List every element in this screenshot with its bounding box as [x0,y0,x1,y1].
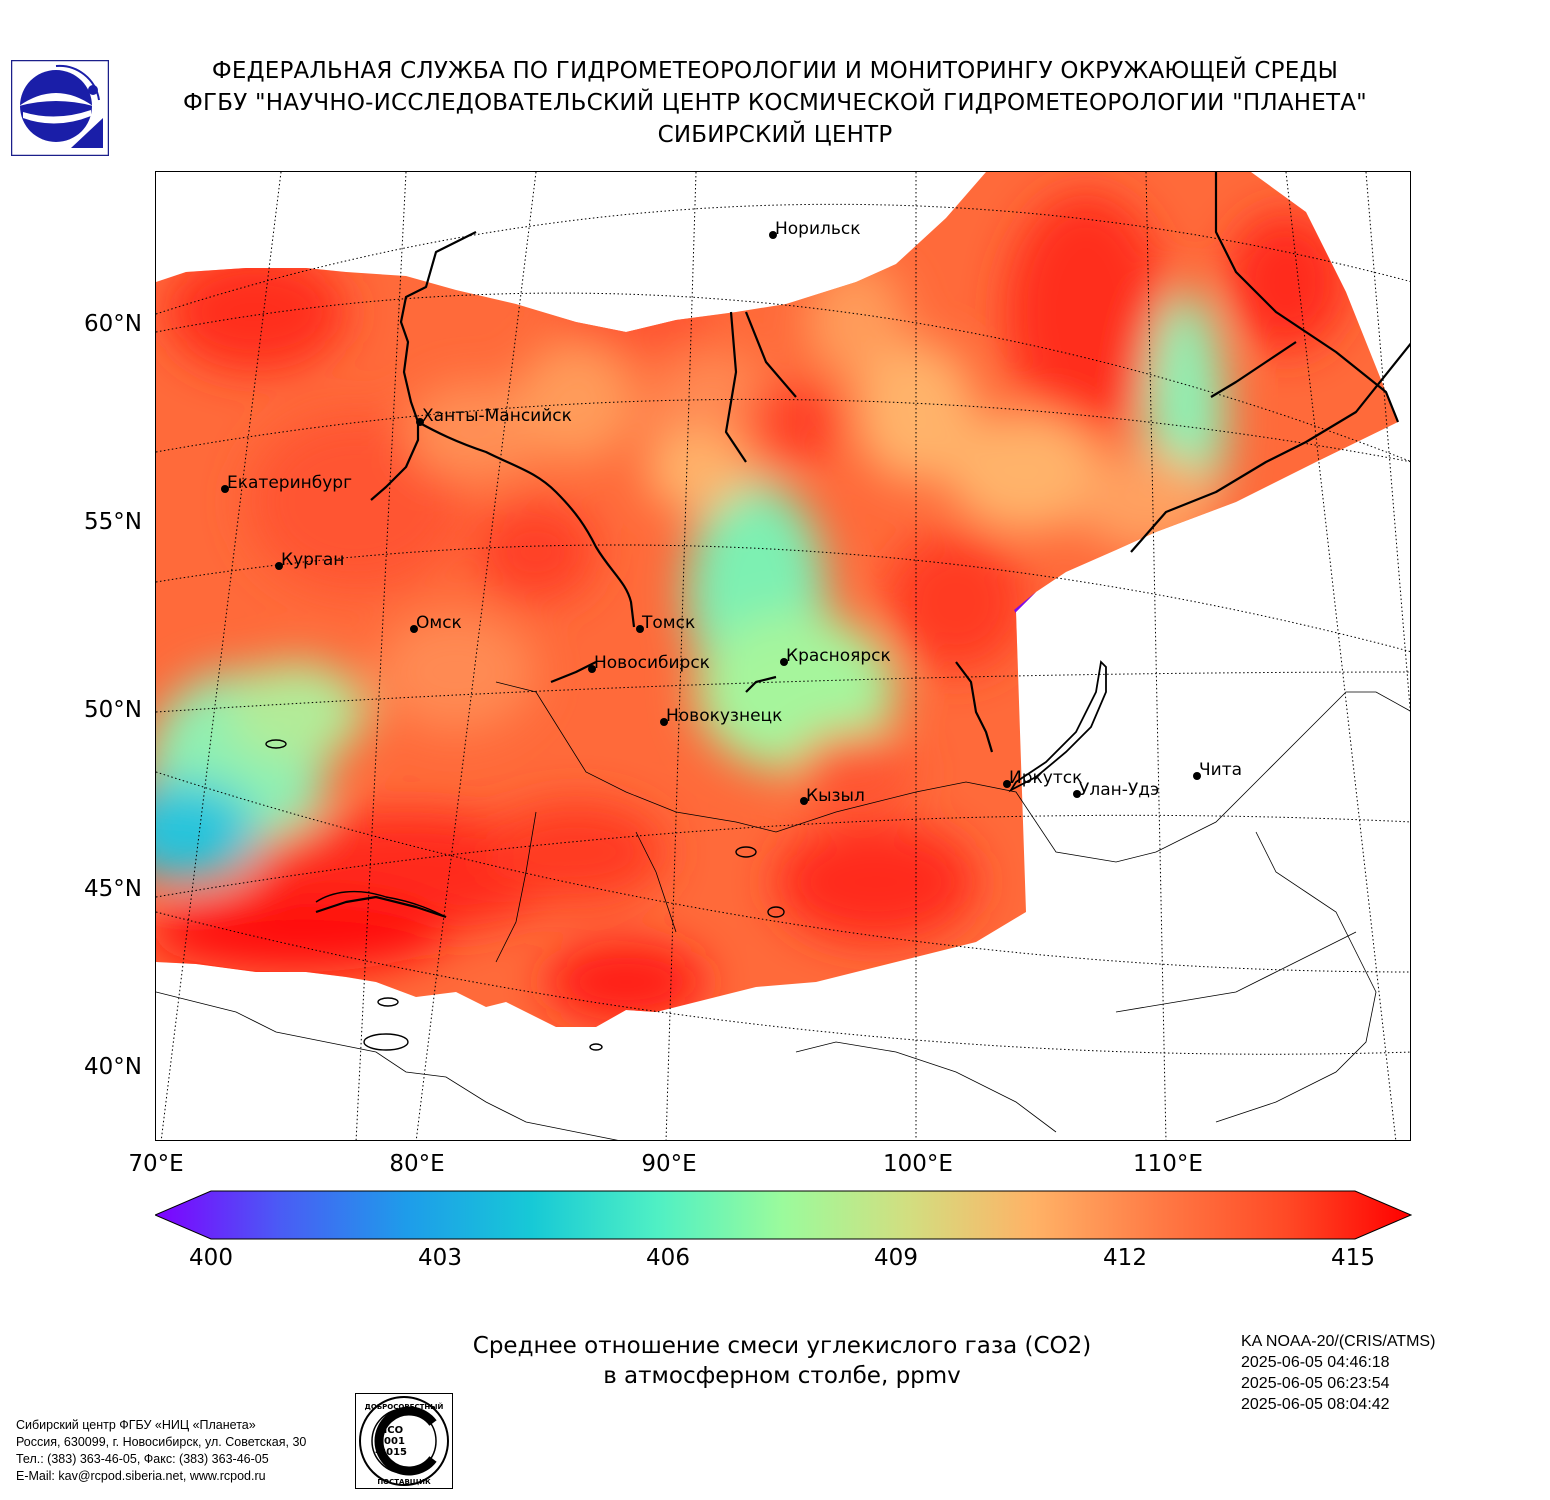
address-line-2: Россия, 630099, г. Новосибирск, ул. Сове… [16,1435,307,1449]
colorbar [153,1190,1413,1246]
city-marker-ekb [221,485,229,493]
colorbar-tick-400: 400 [189,1245,233,1271]
city-marker-tomsk [636,625,644,633]
co2-map: Норильск Ханты-Мансийск Екатеринбург Кур… [155,171,1411,1141]
city-marker-kyzyl [800,797,808,805]
city-label-kurgan: Курган [281,550,345,570]
city-marker-krasnoyarsk [780,658,788,666]
city-label-norilsk: Норильск [775,219,861,239]
address-line-4: E-Mail: kav@rcpod.siberia.net, www.rcpod… [16,1469,266,1483]
lat-label-45: 45°N [84,876,142,902]
colorbar-tick-412: 412 [1103,1245,1147,1271]
rivers [315,172,1410,919]
caption-line-2: в атмосферном столбе, ppmv [603,1363,961,1389]
city-marker-irkutsk [1003,780,1011,788]
lat-label-60: 60°N [84,311,142,337]
city-label-novokuznetsk: Новокузнецк [666,706,783,726]
header-line-3: СИБИРСКИЙ ЦЕНТР [657,122,893,148]
roshydromet-logo-icon [10,59,110,157]
lon-label-70: 70°E [128,1151,184,1177]
caption-line-1: Среднее отношение смеси углекислого газа… [472,1333,1092,1359]
city-marker-ulanude [1073,790,1081,798]
city-marker-omsk [410,625,418,633]
header-line-2: ФГБУ "НАУЧНО-ИССЛЕДОВАТЕЛЬСКИЙ ЦЕНТР КОС… [183,90,1367,116]
lon-label-80: 80°E [389,1151,445,1177]
city-markers [221,231,1201,805]
colorbar-tick-409: 409 [874,1245,918,1271]
city-label-khanty-mansiysk: Ханты-Мансийск [422,406,572,426]
colorbar-tick-403: 403 [418,1245,462,1271]
city-label-chita: Чита [1199,760,1243,780]
address-line-3: Тел.: (383) 363-46-05, Факс: (383) 363-4… [16,1452,269,1466]
graticule [156,172,1410,1140]
co2-field [156,172,1398,1027]
city-marker-chita [1193,772,1201,780]
city-marker-khanty [416,418,424,426]
satellite-time-2: 2025-06-05 06:23:54 [1241,1375,1390,1392]
address-line-1: Сибирский центр ФГБУ «НИЦ «Планета» [16,1418,256,1432]
seal-top-text: ДОБРОСОВЕСТНЫЙ [365,1402,444,1411]
borders [156,681,1410,1140]
satellite-time-3: 2025-06-05 08:04:42 [1241,1396,1390,1413]
city-marker-norilsk [769,231,777,239]
lat-label-40: 40°N [84,1054,142,1080]
lake-baikal [1008,660,1107,793]
city-label-ulan-ude: Улан-Удэ [1079,780,1160,800]
iso-9001-seal-icon: ДОБРОСОВЕСТНЫЙ ПОСТАВЩИК ИСО 9001 -2015 [355,1393,453,1489]
city-label-ekaterinburg: Екатеринбург [227,473,353,493]
satellite-time-1: 2025-06-05 04:46:18 [1241,1354,1390,1371]
lat-label-50: 50°N [84,697,142,723]
city-label-tomsk: Томск [642,613,696,633]
satellite-instrument: KA NOAA-20/(CRIS/ATMS) [1241,1333,1436,1350]
lon-label-100: 100°E [883,1151,953,1177]
city-marker-novosibirsk [588,665,596,673]
lat-label-55: 55°N [84,509,142,535]
city-marker-kurgan [275,562,283,570]
city-label-kyzyl: Кызыл [806,786,865,806]
colorbar-tick-406: 406 [646,1245,690,1271]
header-line-1: ФЕДЕРАЛЬНАЯ СЛУЖБА ПО ГИДРОМЕТЕОРОЛОГИИ … [211,58,1339,84]
city-marker-novokuznetsk [660,718,668,726]
city-label-novosibirsk: Новосибирск [594,653,710,673]
lon-label-90: 90°E [641,1151,697,1177]
seal-iso-text: ИСО 9001 -2015 [375,1425,407,1458]
city-label-krasnoyarsk: Красноярск [786,646,891,666]
lakes [265,739,785,1051]
lon-label-110: 110°E [1133,1151,1203,1177]
colorbar-tick-415: 415 [1331,1245,1375,1271]
seal-bottom-text: ПОСТАВЩИК [377,1478,431,1486]
city-label-irkutsk: Иркутск [1009,768,1083,788]
city-label-omsk: Омск [416,613,462,633]
